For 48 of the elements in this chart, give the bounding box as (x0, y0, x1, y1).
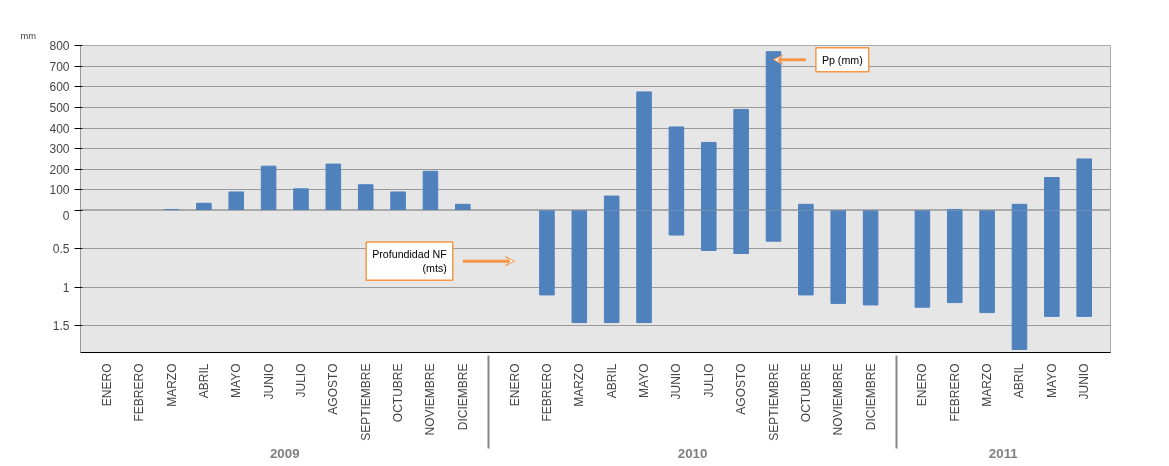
x-tick-label: JULIO (293, 363, 308, 398)
y-tick-label: 700 (49, 59, 70, 74)
text: 2011 (988, 445, 1019, 461)
x-tick-label: FEBRERO (947, 363, 962, 422)
annotation: Profundidad NF (mts) (372, 247, 448, 275)
y-tick-label: 1.5 (52, 319, 70, 334)
y-tick-label: 500 (49, 100, 70, 115)
x-tick-label: ENERO (507, 363, 522, 407)
x-tick-label: OCTUBRE (391, 363, 406, 423)
y-tick-label: 300 (49, 142, 70, 157)
y-tick-label: 1 (62, 280, 70, 295)
x-tick-label: JUNIO (261, 363, 276, 400)
y-tick-label: 400 (49, 121, 70, 136)
text: 2009 (269, 445, 300, 461)
x-tick-label: JUNIO (1077, 363, 1092, 400)
x-tick-label: ENERO (915, 363, 930, 407)
y-tick-label: 600 (49, 80, 70, 95)
x-tick-label: MARZO (164, 363, 179, 407)
x-tick-label: NOVIEMBRE (423, 363, 438, 436)
x-tick-label: AGOSTO (326, 363, 341, 415)
x-tick-label: DICIEMBRE (863, 363, 878, 431)
x-tick-label: SEPTIEMBRE (766, 363, 781, 441)
x-tick-label: MAYO (1044, 363, 1059, 398)
x-tick-label: JULIO (701, 363, 716, 398)
x-tick-label: NOVIEMBRE (831, 363, 846, 436)
y-tick-label: 0 (62, 208, 70, 223)
x-tick-label: FEBRERO (539, 363, 554, 422)
y-tick-label: 100 (49, 183, 70, 198)
y-tick-label: 0.5 (52, 242, 70, 257)
y-tick-label: 200 (49, 162, 70, 177)
x-tick-label: ENERO (99, 363, 114, 407)
x-tick-label: DICIEMBRE (455, 363, 470, 431)
x-tick-label: ABRIL (1012, 363, 1027, 399)
text: 2010 (677, 445, 708, 461)
x-tick-label: MAYO (229, 363, 244, 398)
x-tick-label: OCTUBRE (798, 363, 813, 423)
y-tick-label: 800 (49, 39, 70, 53)
x-tick-label: ABRIL (604, 363, 619, 399)
x-tick-label: MARZO (572, 363, 587, 407)
x-tick-label: MARZO (980, 363, 995, 407)
x-tick-label: FEBRERO (132, 363, 147, 422)
x-tick-label: MAYO (637, 363, 652, 398)
x-tick-label: ABRIL (196, 363, 211, 399)
x-tick-label: JUNIO (669, 363, 684, 400)
annotation: Pp (mm) (821, 53, 863, 66)
y-axis-title: mm (20, 30, 37, 41)
x-tick-label: SEPTIEMBRE (358, 363, 373, 441)
x-tick-label: AGOSTO (734, 363, 749, 415)
